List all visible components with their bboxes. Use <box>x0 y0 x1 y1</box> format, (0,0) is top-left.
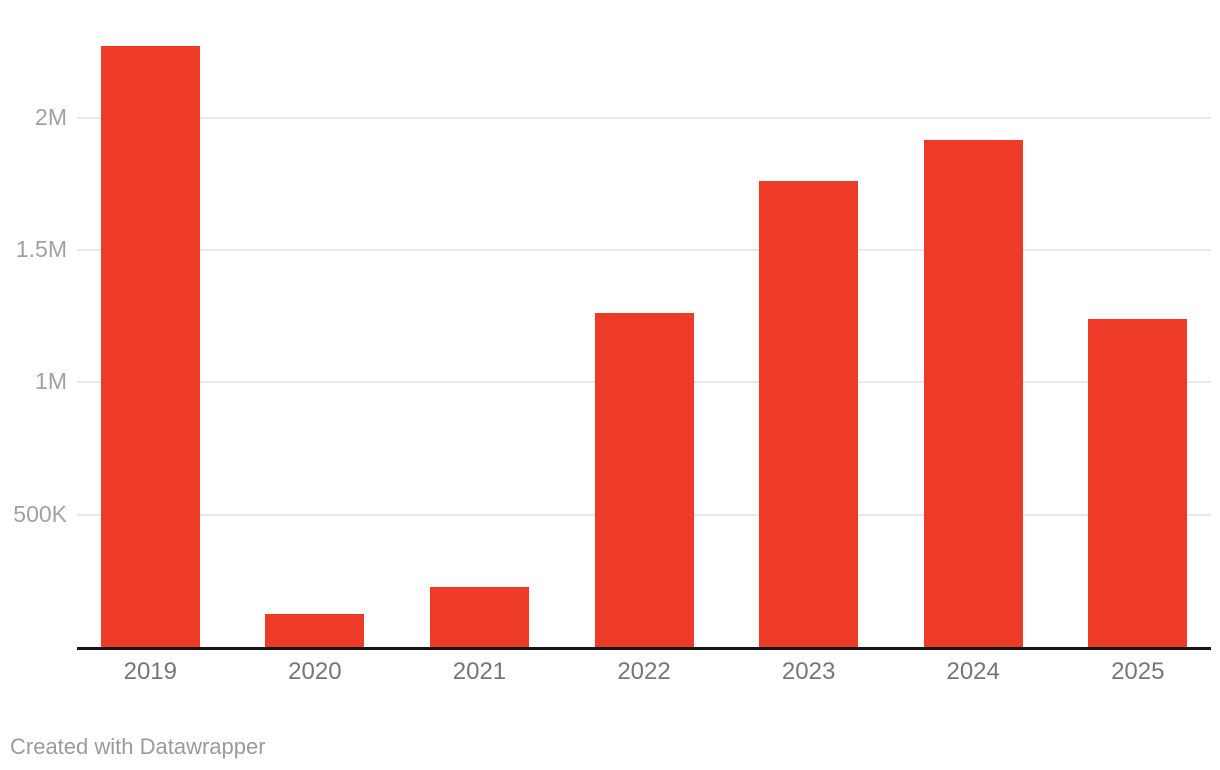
bar-column-2021 <box>397 0 562 647</box>
x-axis-line <box>77 647 1211 650</box>
x-axis-tick-labels: 2019 2020 2021 2022 2023 2024 2025 <box>68 658 1220 686</box>
bar-2019[interactable] <box>100 46 200 647</box>
x-tick-label-2021: 2021 <box>452 658 507 685</box>
y-tick-label-1M: 1M <box>35 368 67 395</box>
x-tick-label-2020: 2020 <box>288 658 342 685</box>
bar-2023[interactable] <box>759 181 859 647</box>
bar-column-2025 <box>1055 0 1220 647</box>
x-tick-label-2024: 2024 <box>946 658 1000 685</box>
gridline-1.5M <box>77 249 1211 252</box>
bar-column-2024 <box>891 0 1056 647</box>
bar-column-2020 <box>233 0 398 647</box>
bar-column-2022 <box>562 0 727 647</box>
bar-column-2019 <box>68 0 233 647</box>
bar-2022[interactable] <box>594 312 694 647</box>
datawrapper-attribution: Created with Datawrapper <box>10 734 266 759</box>
x-tick-label-2022: 2022 <box>617 658 671 685</box>
bar-column-2023 <box>726 0 891 647</box>
bar-series <box>68 0 1220 647</box>
plot-area: 2M 1.5M 1M 500K <box>13 0 1220 650</box>
y-tick-label-1.5M: 1.5M <box>15 236 67 263</box>
x-tick-label-2025: 2025 <box>1111 658 1165 685</box>
x-tick-label-2023: 2023 <box>781 658 836 685</box>
gridline-2M <box>77 116 1211 119</box>
bar-2020[interactable] <box>265 613 365 647</box>
y-tick-label-500K: 500K <box>13 500 67 527</box>
bar-2024[interactable] <box>923 140 1023 647</box>
x-tick-label-2019: 2019 <box>123 658 177 685</box>
bar-2025[interactable] <box>1088 318 1188 647</box>
bar-2021[interactable] <box>429 586 529 647</box>
y-tick-label-2M: 2M <box>35 103 67 130</box>
